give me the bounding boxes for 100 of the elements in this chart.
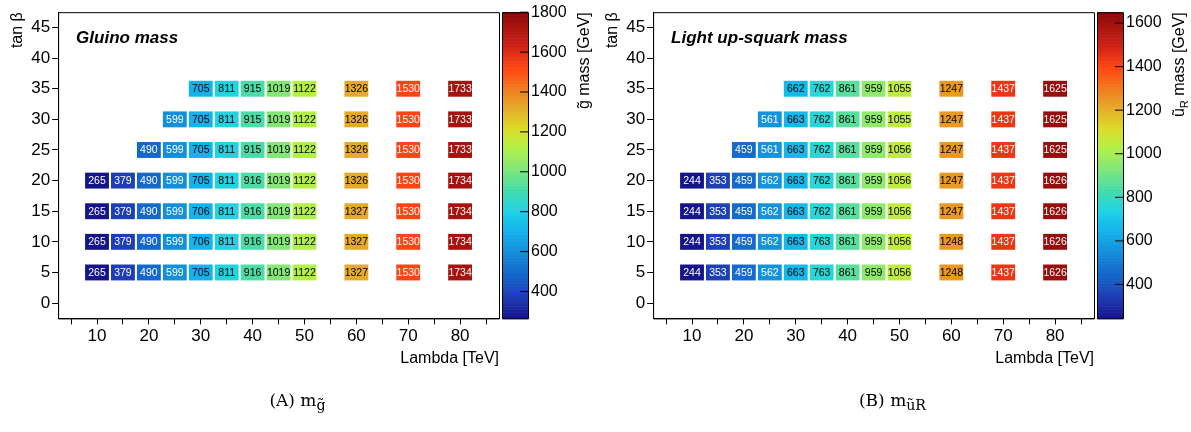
data-label: 1625 — [1043, 112, 1067, 125]
data-label: 861 — [838, 265, 857, 278]
data-label: 1247 — [939, 204, 964, 217]
color-bar-title: ũR mass [GeV] — [1170, 12, 1191, 118]
color-bar-label: 800 — [1126, 187, 1153, 205]
data-label: 1056 — [887, 265, 912, 278]
data-label: 915 — [243, 112, 262, 125]
data-label: 916 — [243, 235, 262, 248]
data-label: 861 — [838, 82, 857, 95]
data-label: 1530 — [396, 174, 421, 186]
data-label: 1122 — [293, 235, 316, 248]
data-label: 1247 — [939, 174, 964, 186]
x-tick-label: 60 — [346, 326, 366, 346]
data-label: 663 — [786, 112, 805, 125]
data-label: 244 — [683, 235, 701, 248]
data-label: 861 — [838, 143, 857, 156]
data-label: 959 — [864, 82, 883, 95]
data-label: 265 — [88, 174, 106, 186]
data-label: 1326 — [344, 112, 369, 125]
y-tick-label: 20 — [626, 170, 646, 190]
data-label: 1019 — [266, 82, 291, 95]
x-tick-label: 10 — [87, 326, 107, 346]
y-tick-label: 20 — [31, 170, 51, 190]
data-label: 1437 — [991, 204, 1016, 217]
data-label: 861 — [838, 204, 857, 217]
data-label: 1626 — [1043, 204, 1067, 217]
data-label: 662 — [786, 82, 805, 95]
x-tick-label: 10 — [682, 326, 702, 346]
data-label: 763 — [812, 265, 831, 278]
data-label: 562 — [761, 265, 779, 278]
data-label: 706 — [191, 204, 210, 217]
data-label: 244 — [683, 174, 701, 186]
data-label: 1248 — [939, 235, 964, 248]
data-label: 915 — [243, 82, 262, 95]
data-label: 459 — [735, 143, 753, 156]
data-label: 1056 — [887, 235, 912, 248]
data-label: 265 — [88, 204, 106, 217]
data-label: 705 — [191, 265, 210, 278]
data-label: 1734 — [448, 204, 472, 217]
data-label: 599 — [166, 112, 184, 125]
data-label: 916 — [243, 174, 262, 186]
data-label: 244 — [683, 204, 701, 217]
data-label: 1625 — [1043, 82, 1067, 95]
text: (A) m$_{g̃}$ — [268, 390, 327, 414]
y-tick-label: 30 — [31, 109, 51, 129]
x-tick-label: 60 — [941, 326, 961, 346]
y-tick-label: 25 — [31, 139, 51, 159]
data-label: 562 — [761, 235, 779, 248]
data-label: 1326 — [344, 82, 369, 95]
data-label: 663 — [786, 235, 805, 248]
data-label: 1122 — [293, 143, 316, 156]
data-label: 811 — [218, 112, 236, 125]
data-label: 762 — [812, 143, 831, 156]
data-label: 1327 — [344, 204, 369, 217]
data-label: 1530 — [396, 265, 421, 278]
data-label: 1327 — [344, 235, 369, 248]
data-label: 459 — [735, 265, 753, 278]
data-label: 1019 — [266, 204, 291, 217]
data-label: 811 — [218, 204, 236, 217]
data-label: 561 — [761, 112, 779, 125]
data-label: 1019 — [266, 112, 291, 125]
data-label: 490 — [140, 265, 158, 278]
data-label: 861 — [838, 112, 857, 125]
color-bar-label: 400 — [531, 281, 558, 299]
data-label: 379 — [114, 235, 132, 248]
data-label: 811 — [218, 82, 236, 95]
data-label: 861 — [838, 174, 857, 186]
x-tick-label: 20 — [734, 326, 754, 346]
y-tick-label: 5 — [635, 262, 646, 282]
data-label: 599 — [166, 143, 184, 156]
color-bar-label: 1400 — [531, 82, 567, 100]
x-tick-label: 30 — [191, 326, 211, 346]
data-label: 1247 — [939, 82, 964, 95]
data-label: 1733 — [448, 112, 472, 125]
data-label: 1055 — [887, 82, 912, 95]
x-tick-label: 70 — [398, 326, 418, 346]
color-bar-label: 1200 — [531, 122, 567, 140]
y-tick-label: 40 — [626, 47, 646, 67]
x-tick-label: 50 — [890, 326, 909, 346]
data-label: 1056 — [887, 143, 912, 156]
data-label: 1056 — [887, 174, 912, 186]
y-tick-label: 45 — [626, 17, 646, 37]
data-label: 562 — [761, 204, 779, 217]
data-label: 706 — [191, 235, 210, 248]
data-label: 1437 — [991, 174, 1016, 186]
x-tick-label: 80 — [450, 326, 470, 346]
data-label: 1437 — [991, 82, 1016, 95]
data-label: 811 — [218, 174, 236, 186]
data-label: 1326 — [344, 143, 369, 156]
data-label: 1530 — [396, 143, 421, 156]
data-label: 1625 — [1043, 143, 1067, 156]
data-label: 459 — [735, 174, 753, 186]
data-label: 379 — [114, 174, 132, 186]
data-label: 353 — [709, 265, 727, 278]
y-tick-label: 30 — [626, 109, 646, 129]
color-bar-label: 1200 — [1126, 100, 1162, 118]
data-label: 959 — [864, 235, 883, 248]
data-label: 490 — [140, 235, 158, 248]
color-bar-label: 1600 — [531, 42, 567, 60]
data-label: 1055 — [887, 112, 912, 125]
